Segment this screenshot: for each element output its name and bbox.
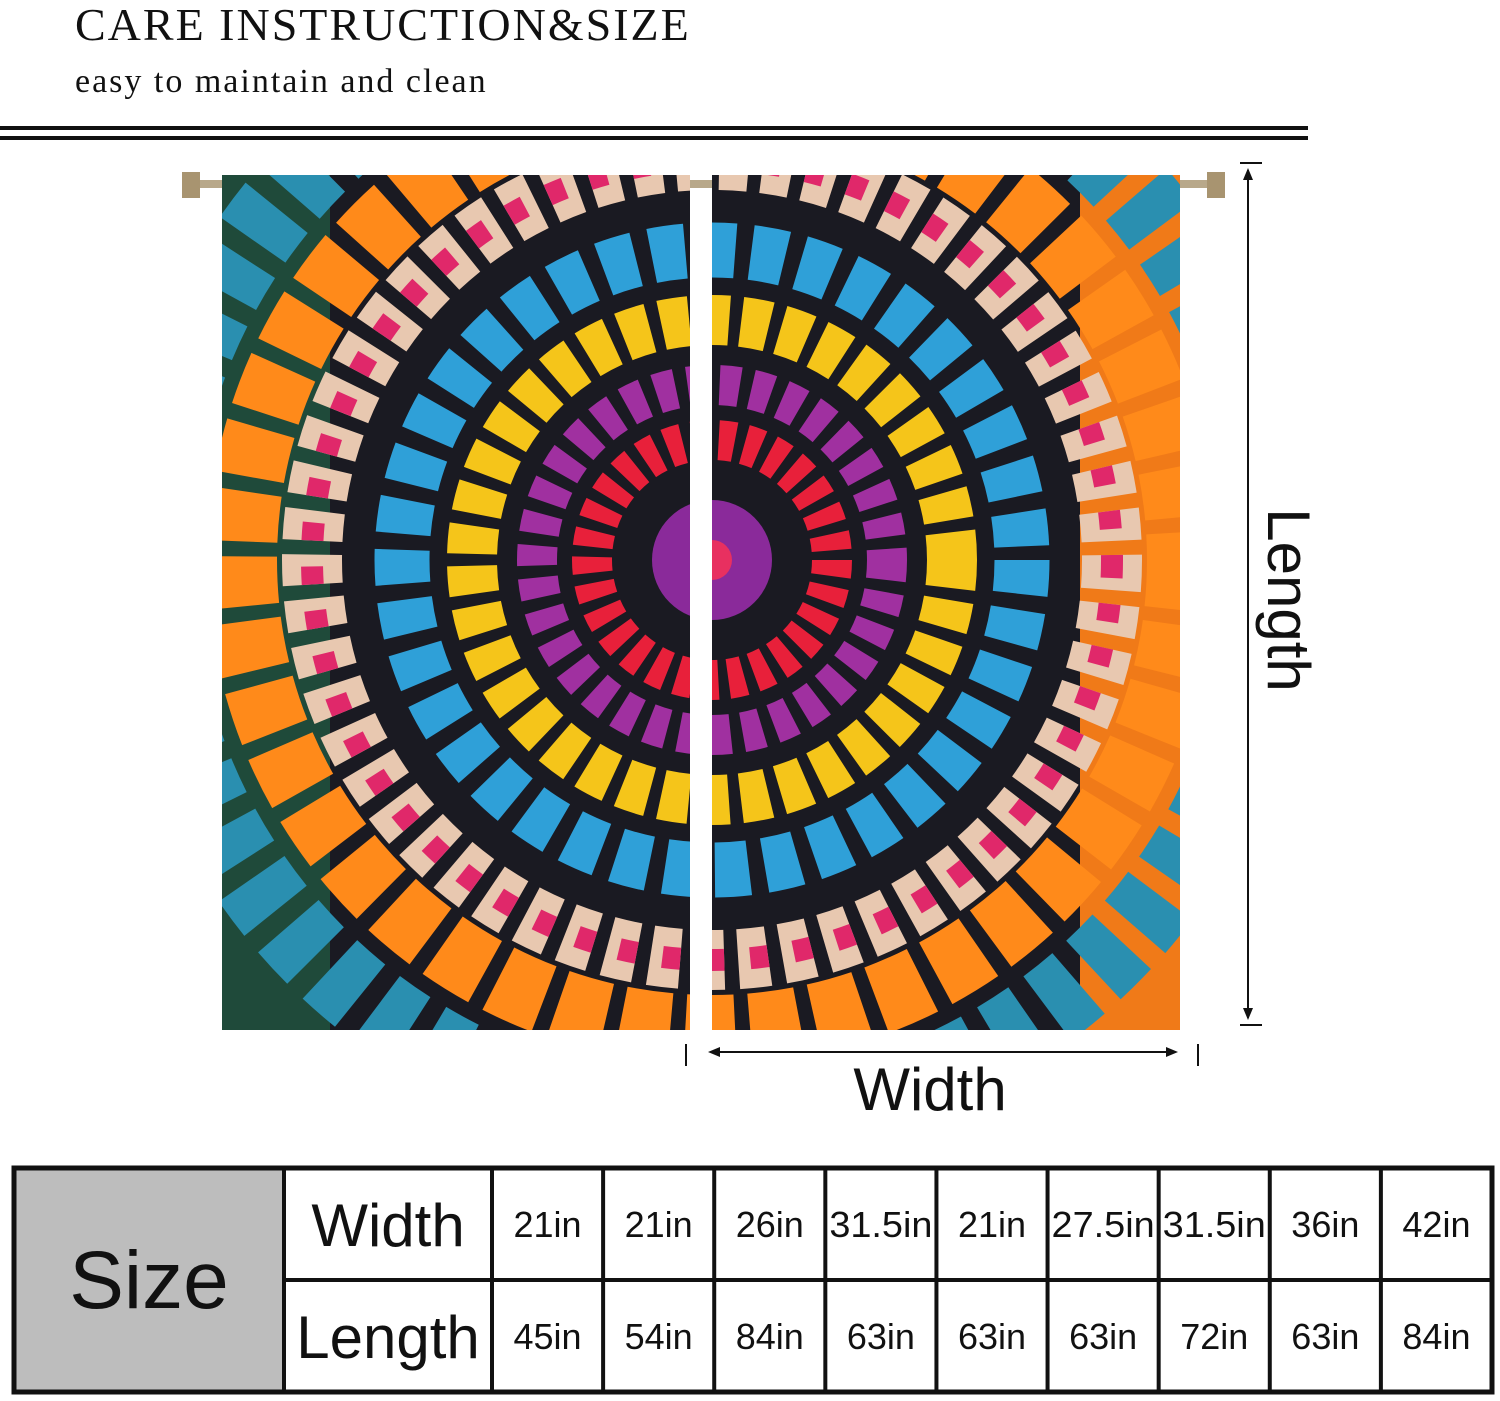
cell: 84in — [1402, 1316, 1470, 1357]
length-arrow — [1240, 162, 1262, 1026]
subtitle: easy to maintain and clean — [75, 63, 488, 100]
length-label: Length — [1255, 508, 1322, 692]
cell: 63in — [1069, 1316, 1137, 1357]
title: CARE INSTRUCTION&SIZE — [75, 0, 691, 50]
rod-end — [1207, 172, 1225, 198]
cell: 26in — [736, 1204, 804, 1245]
corner-label: Size — [69, 1235, 229, 1326]
curtain-image — [222, 175, 1180, 1030]
cell: 63in — [958, 1316, 1026, 1357]
rod-end — [182, 172, 200, 198]
cell: 31.5in — [1163, 1204, 1266, 1245]
cell: 21in — [958, 1204, 1026, 1245]
row-header: Length — [296, 1304, 480, 1371]
width-arrow — [685, 1044, 1199, 1066]
cell: 72in — [1180, 1316, 1248, 1357]
cell: 63in — [1291, 1316, 1359, 1357]
cell: 42in — [1402, 1204, 1470, 1245]
cell: 45in — [514, 1316, 582, 1357]
curtain-rod — [182, 180, 1225, 188]
rule — [0, 126, 1308, 130]
cell: 31.5in — [829, 1204, 932, 1245]
row-header: Width — [311, 1192, 464, 1259]
cell: 36in — [1291, 1204, 1359, 1245]
cell: 21in — [514, 1204, 582, 1245]
cell: 21in — [625, 1204, 693, 1245]
corner-cell — [14, 1168, 284, 1392]
cell: 54in — [625, 1316, 693, 1357]
rule — [0, 136, 1308, 140]
cell: 27.5in — [1052, 1204, 1155, 1245]
cell: 84in — [736, 1316, 804, 1357]
width-label: Width — [853, 1056, 1006, 1123]
cell: 63in — [847, 1316, 915, 1357]
